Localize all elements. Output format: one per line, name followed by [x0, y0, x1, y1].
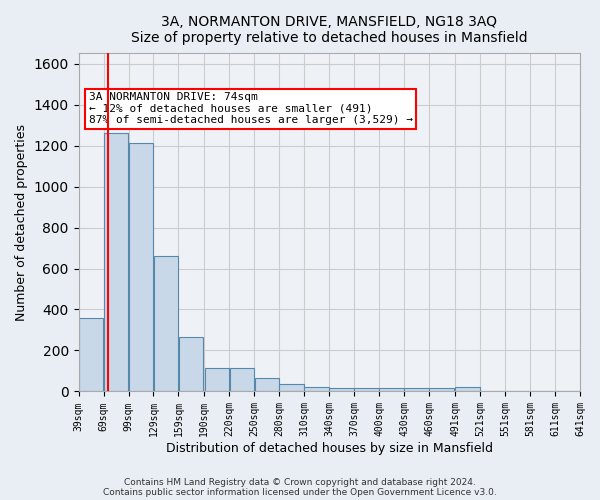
Title: 3A, NORMANTON DRIVE, MANSFIELD, NG18 3AQ
Size of property relative to detached h: 3A, NORMANTON DRIVE, MANSFIELD, NG18 3AQ…	[131, 15, 527, 45]
Bar	[230, 368, 254, 392]
X-axis label: Distribution of detached houses by size in Mansfield: Distribution of detached houses by size …	[166, 442, 493, 455]
Bar	[205, 368, 229, 392]
Text: Contains HM Land Registry data © Crown copyright and database right 2024.
Contai: Contains HM Land Registry data © Crown c…	[103, 478, 497, 497]
Bar	[304, 387, 329, 392]
Bar	[329, 388, 354, 392]
Y-axis label: Number of detached properties: Number of detached properties	[15, 124, 28, 321]
Bar	[455, 388, 480, 392]
Bar	[404, 388, 429, 392]
Bar	[379, 388, 404, 392]
Text: 3A NORMANTON DRIVE: 74sqm
← 12% of detached houses are smaller (491)
87% of semi: 3A NORMANTON DRIVE: 74sqm ← 12% of detac…	[89, 92, 413, 126]
Bar	[280, 384, 304, 392]
Bar	[104, 133, 128, 392]
Bar	[154, 256, 178, 392]
Bar	[355, 388, 379, 392]
Bar	[79, 318, 103, 392]
Bar	[254, 378, 279, 392]
Bar	[179, 337, 203, 392]
Bar	[129, 144, 153, 392]
Bar	[430, 388, 454, 392]
